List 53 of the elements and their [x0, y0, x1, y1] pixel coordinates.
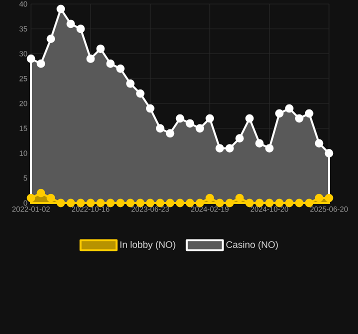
point: [26, 194, 36, 202]
point: [324, 194, 334, 202]
point: [304, 198, 314, 208]
point: [206, 114, 214, 123]
point: [106, 60, 115, 68]
point: [235, 194, 244, 202]
point: [116, 198, 125, 208]
point: [96, 44, 105, 53]
point: [285, 104, 294, 113]
point: [304, 109, 314, 118]
point: [275, 109, 284, 118]
point: [225, 198, 234, 208]
point: [146, 104, 154, 113]
point: [26, 54, 36, 63]
point: [285, 198, 294, 208]
point: [36, 188, 46, 198]
point: [196, 124, 204, 133]
point: [295, 198, 304, 208]
point: [126, 79, 135, 88]
point: [176, 198, 184, 208]
point: [245, 198, 254, 208]
point: [225, 144, 234, 152]
point: [265, 144, 274, 152]
point: [235, 134, 244, 143]
point: [245, 114, 254, 123]
point: [56, 198, 65, 208]
point: [166, 198, 174, 208]
point: [76, 24, 85, 34]
point: [176, 114, 184, 123]
point: [324, 149, 334, 158]
point: [126, 198, 135, 208]
point: [36, 60, 46, 68]
point: [255, 139, 264, 148]
point: [66, 20, 75, 28]
point: [166, 129, 174, 138]
point: [314, 139, 324, 148]
point: [46, 194, 56, 202]
point: [86, 54, 95, 63]
point: [206, 194, 214, 202]
point: [66, 198, 75, 208]
legend-label: In lobby (NO): [120, 241, 176, 250]
point: [186, 198, 194, 208]
point: [156, 124, 164, 133]
point: [106, 198, 115, 208]
point: [186, 119, 194, 128]
point: [136, 89, 144, 98]
point: [295, 114, 304, 123]
point: [56, 4, 65, 14]
point: [216, 144, 224, 152]
legend-label: Casino (NO): [226, 241, 278, 250]
point: [116, 64, 125, 73]
point: [314, 194, 324, 202]
point: [46, 34, 56, 44]
